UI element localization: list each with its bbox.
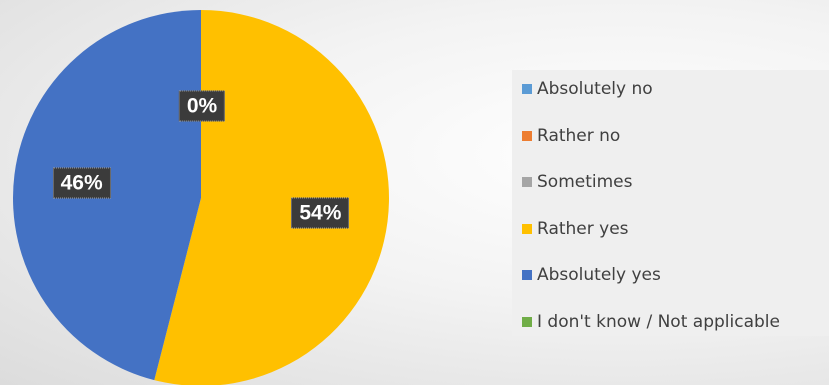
legend-item: Sometimes bbox=[522, 172, 632, 192]
legend: Absolutely no Rather no Sometimes Rather ye… bbox=[512, 70, 829, 336]
legend-label: Sometimes bbox=[537, 172, 633, 192]
data-label-absolutely-yes: 46% bbox=[52, 167, 111, 199]
legend-item: Rather no bbox=[522, 126, 620, 146]
legend-swatch bbox=[522, 130, 532, 141]
legend-item: Absolutely yes bbox=[522, 265, 661, 285]
legend-item: I don't know / Not applicable bbox=[522, 312, 780, 332]
legend-label: Rather yes bbox=[537, 218, 629, 239]
legend-swatch bbox=[522, 316, 532, 327]
legend-label: Absolutely no bbox=[537, 79, 653, 99]
legend-label: Rather no bbox=[537, 125, 621, 146]
legend-swatch bbox=[522, 84, 532, 94]
legend-swatch bbox=[522, 177, 532, 187]
legend-label: I don't know / Not applicable bbox=[537, 311, 780, 332]
legend-item: Absolutely no bbox=[522, 79, 653, 99]
legend-item: Rather yes bbox=[522, 219, 629, 239]
data-label-absolutely-no: 0% bbox=[178, 90, 226, 122]
legend-swatch bbox=[522, 223, 532, 234]
data-label-rather-yes: 54% bbox=[291, 197, 350, 229]
legend-swatch bbox=[522, 270, 532, 280]
legend-label: Absolutely yes bbox=[537, 265, 661, 285]
